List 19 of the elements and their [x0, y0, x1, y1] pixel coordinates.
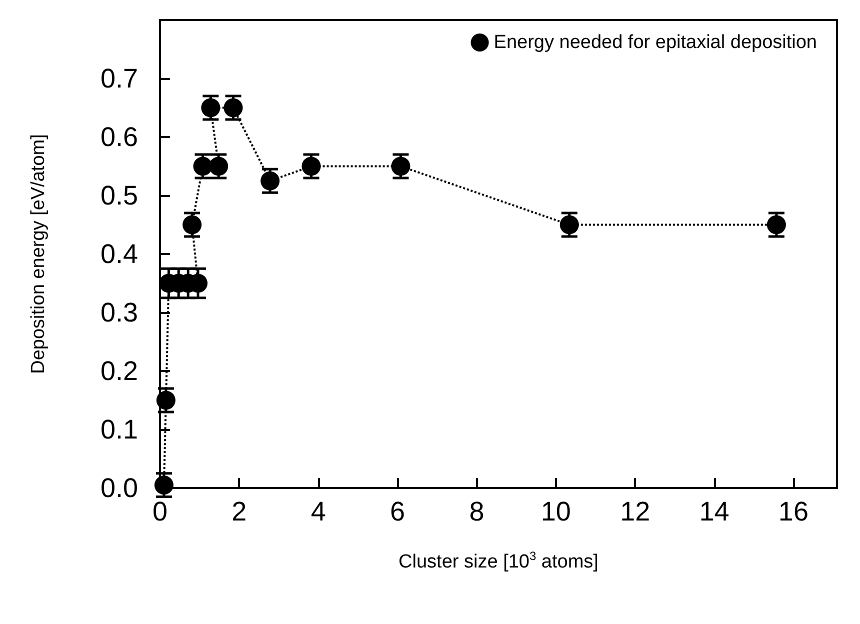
x-tick-label: 12	[620, 496, 650, 526]
x-tick-label: 16	[778, 496, 808, 526]
x-tick-label: 6	[390, 496, 406, 526]
y-tick-label: 0.7	[100, 64, 138, 94]
y-axis-title: Deposition energy [eV/atom]	[28, 134, 49, 374]
x-tick-label: 8	[469, 496, 484, 526]
y-tick-label: 0.1	[100, 414, 138, 444]
x-tick-label: 14	[699, 496, 730, 526]
y-tick-label: 0.6	[100, 122, 138, 152]
y-tick-label: 0.2	[100, 356, 138, 386]
y-tick-label: 0.4	[100, 239, 138, 269]
y-tick-label: 0.5	[100, 180, 138, 210]
x-tick-label: 2	[232, 496, 247, 526]
x-tick-label: 10	[540, 496, 571, 526]
y-tick-label: 0.0	[100, 473, 138, 503]
x-tick-label: 4	[310, 496, 326, 526]
legend-label: Energy needed for epitaxial deposition	[494, 32, 818, 53]
x-tick-label: 0	[152, 496, 168, 526]
y-tick-label: 0.3	[100, 298, 138, 328]
